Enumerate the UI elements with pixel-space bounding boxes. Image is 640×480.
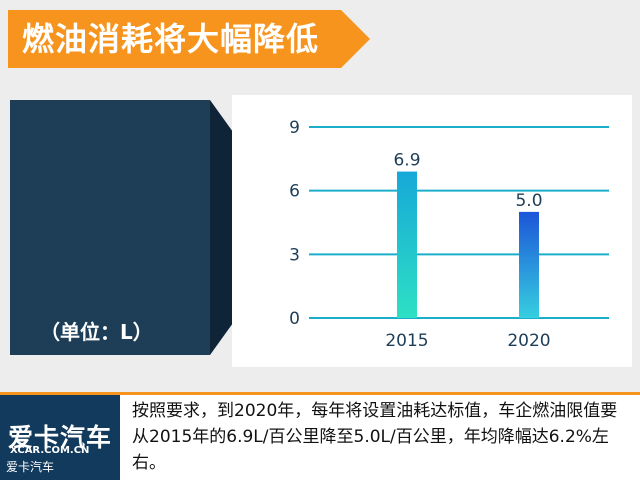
- bar-chart: 0 3 6 9 6.9 2015 5.0 2020: [289, 118, 609, 351]
- left-panel-shade: [210, 100, 232, 355]
- bar-2015: [397, 171, 417, 318]
- bar-value-label: 6.9: [393, 151, 420, 171]
- x-tick-label: 2020: [507, 331, 550, 351]
- logo-english: XCAR.COM.CN: [10, 445, 90, 456]
- title-banner: [8, 10, 370, 68]
- x-tick-label: 2015: [385, 331, 428, 351]
- unit-label: （单位：L）: [40, 320, 153, 344]
- caption-text: 按照要求，到2020年，每年将设置油耗达标值，车企燃油限值要从2015年的6.9…: [132, 401, 618, 473]
- logo-brand: 爱卡汽车: [8, 423, 113, 452]
- y-tick-label: 0: [289, 309, 300, 329]
- page-title: 燃油消耗将大幅降低: [22, 20, 320, 58]
- left-panel: [10, 100, 210, 355]
- y-tick-label: 9: [289, 118, 300, 138]
- bar-2020: [519, 211, 539, 318]
- caption-divider: [0, 392, 640, 395]
- chart-panel: 0 3 6 9 6.9 2015 5.0 2020: [232, 95, 632, 367]
- y-tick-label: 3: [289, 245, 300, 265]
- bar-value-label: 5.0: [515, 191, 542, 211]
- logo-small-text: 爱卡汽车: [6, 460, 55, 474]
- y-tick-label: 6: [289, 182, 300, 202]
- logo: [0, 395, 120, 480]
